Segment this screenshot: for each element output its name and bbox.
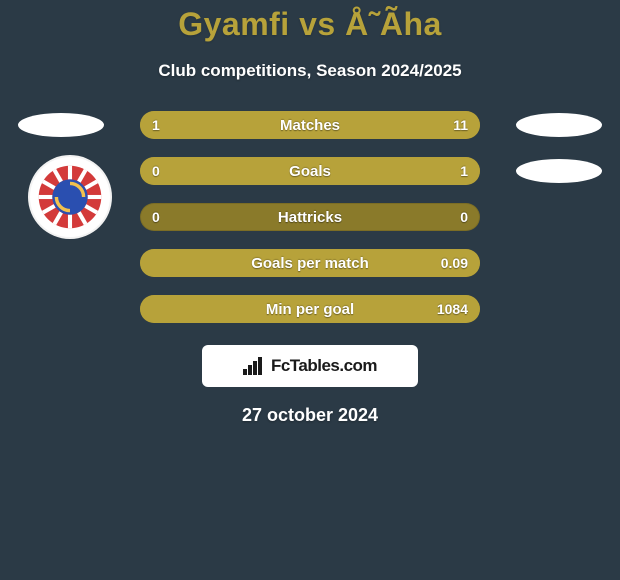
stat-row: Goals0 1 [0, 157, 620, 185]
source-logo-text: FcTables.com [271, 356, 377, 376]
stat-value-left: 1 [152, 111, 160, 139]
subtitle: Club competitions, Season 2024/2025 [158, 61, 461, 81]
comparison-card: Gyamfi vs Å˜Ãha Club competitions, Seaso… [0, 0, 620, 580]
stat-row: Matches111 [0, 111, 620, 139]
stat-value-right: 1 [460, 157, 468, 185]
stat-label: Hattricks [140, 203, 480, 231]
stat-value-right: 0 [460, 203, 468, 231]
stat-value-right: 0.09 [441, 249, 468, 277]
bars-icon [243, 357, 263, 375]
stat-bar: Goals0 1 [140, 157, 480, 185]
page-title: Gyamfi vs Å˜Ãha [178, 6, 442, 43]
stat-value-right: 11 [453, 111, 468, 139]
stat-value-left: 0 [152, 157, 160, 185]
stat-row: Min per goal1084 [0, 295, 620, 323]
source-logo: FcTables.com [202, 345, 418, 387]
stat-label: Matches [140, 111, 480, 139]
date-text: 27 october 2024 [242, 405, 378, 426]
player-marker-right [516, 159, 602, 183]
stat-label: Goals per match [140, 249, 480, 277]
stat-bar: Matches111 [140, 111, 480, 139]
stat-value-left: 0 [152, 203, 160, 231]
player-marker-right [516, 113, 602, 137]
player-marker-left [18, 113, 104, 137]
stat-bar: Min per goal1084 [140, 295, 480, 323]
stat-rows: Matches111 Goals01Hattricks00Goals per m… [0, 111, 620, 323]
stat-label: Min per goal [140, 295, 480, 323]
stat-value-right: 1084 [437, 295, 468, 323]
stat-row: Goals per match0.09 [0, 249, 620, 277]
stat-bar: Hattricks0 0 [140, 203, 480, 231]
stat-label: Goals [140, 157, 480, 185]
stat-bar: Goals per match0.09 [140, 249, 480, 277]
club-badge [28, 155, 112, 239]
